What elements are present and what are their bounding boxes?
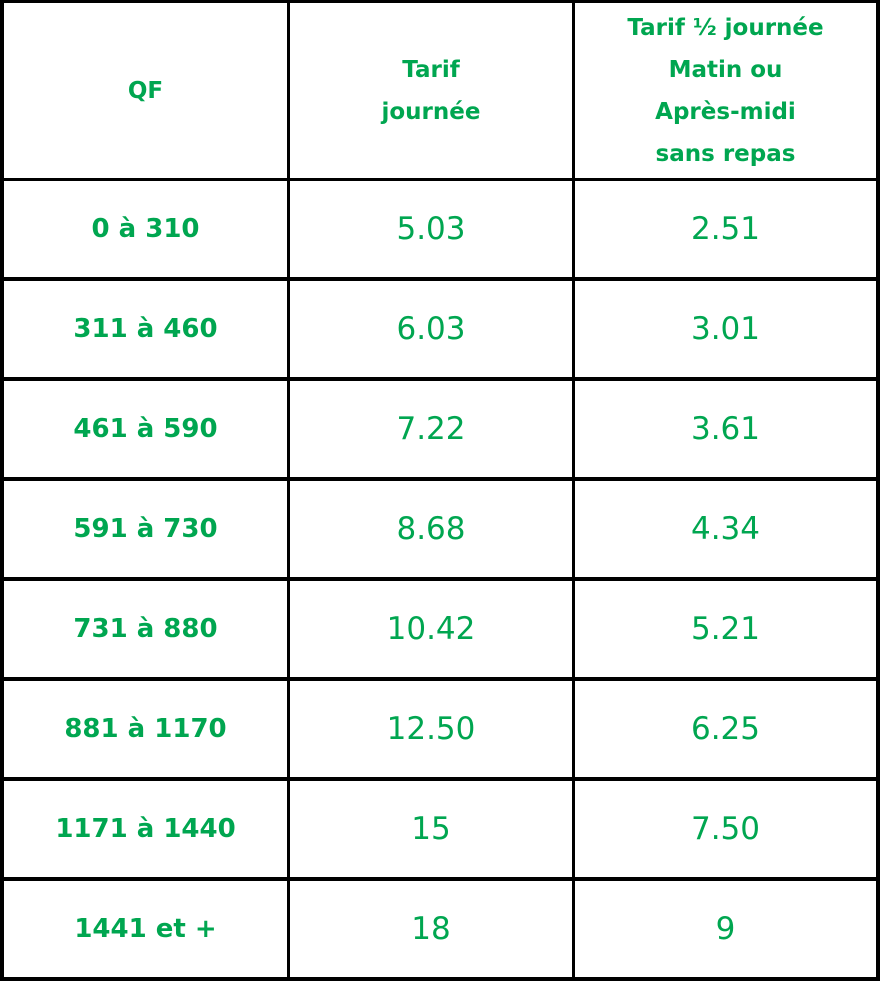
header-cell: Tarif ½ journée Matin ou Après-midi sans re…	[575, 3, 876, 178]
price-cell: 8.68	[290, 481, 572, 577]
price-cell: 4.34	[575, 481, 876, 577]
qf-cell: 1441 et +	[4, 881, 287, 977]
header-text: QF	[127, 77, 164, 104]
header-text: Matin ou	[668, 56, 783, 83]
header-text: Tarif ½ journée	[627, 14, 824, 41]
price: 8.68	[396, 511, 466, 547]
price-cell: 7.22	[290, 381, 572, 477]
price-cell: 12.50	[290, 681, 572, 777]
qf-cell: 461 à 590	[4, 381, 287, 477]
price-cell: 5.03	[290, 181, 572, 277]
price-cell: 10.42	[290, 581, 572, 677]
price-cell: 2.51	[575, 181, 876, 277]
price: 3.01	[690, 311, 761, 347]
header-text: Après-midi	[655, 98, 796, 125]
header-text: journée	[381, 98, 481, 125]
price: 9	[715, 911, 736, 947]
qf-range: 881 à 1170	[64, 714, 227, 744]
price-cell: 18	[290, 881, 572, 977]
price-cell: 15	[290, 781, 572, 877]
price-cell: 6.25	[575, 681, 876, 777]
price: 6.25	[690, 711, 761, 747]
price-cell: 3.61	[575, 381, 876, 477]
qf-range: 461 à 590	[73, 414, 218, 444]
qf-range: 311 à 460	[73, 314, 218, 344]
price-cell: 7.50	[575, 781, 876, 877]
price: 3.61	[690, 411, 761, 447]
qf-cell: 881 à 1170	[4, 681, 287, 777]
price-cell: 3.01	[575, 281, 876, 377]
price: 5.03	[396, 211, 466, 247]
header-text: Tarif	[402, 56, 460, 83]
header-cell: Tarif journée	[290, 3, 572, 178]
qf-range: 0 à 310	[91, 214, 200, 244]
price: 2.51	[690, 211, 761, 247]
price: 5.21	[690, 611, 761, 647]
qf-range: 1171 à 1440	[55, 814, 236, 844]
qf-cell: 311 à 460	[4, 281, 287, 377]
header-text: sans repas	[655, 140, 796, 167]
qf-cell: 0 à 310	[4, 181, 287, 277]
price-cell: 5.21	[575, 581, 876, 677]
qf-cell: 591 à 730	[4, 481, 287, 577]
qf-range: 731 à 880	[73, 614, 218, 644]
qf-cell: 1171 à 1440	[4, 781, 287, 877]
qf-range: 591 à 730	[73, 514, 218, 544]
price-cell: 6.03	[290, 281, 572, 377]
price: 10.42	[386, 611, 476, 647]
qf-cell: 731 à 880	[4, 581, 287, 677]
qf-range: 1441 et +	[74, 914, 217, 944]
price-cell: 9	[575, 881, 876, 977]
price: 7.22	[396, 411, 466, 447]
price: 7.50	[690, 811, 761, 847]
header-cell: QF	[4, 3, 287, 178]
price: 4.34	[690, 511, 761, 547]
price: 12.50	[386, 711, 476, 747]
price: 15	[411, 811, 451, 847]
price: 18	[411, 911, 451, 947]
price: 6.03	[396, 311, 466, 347]
